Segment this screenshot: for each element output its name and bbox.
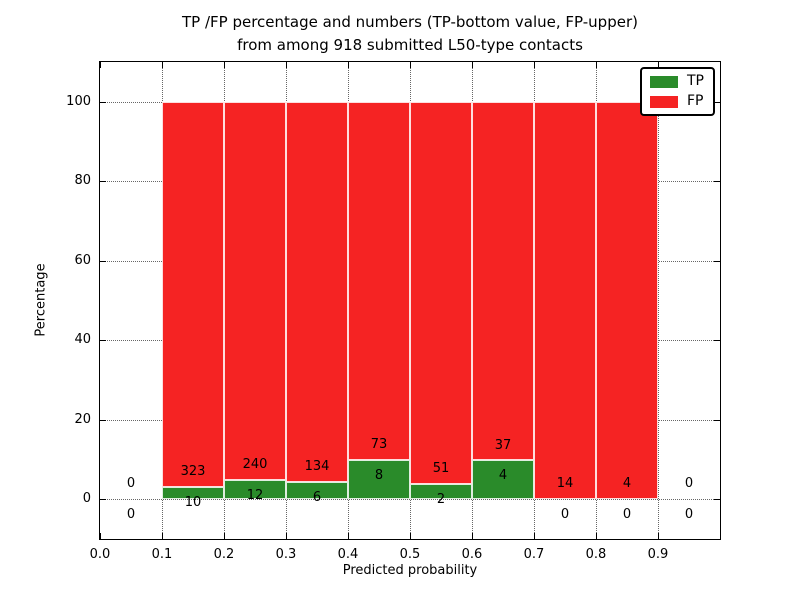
x-tick-bottom-0.8 <box>596 533 597 539</box>
bar-tp-0.5-0.6 <box>410 484 472 500</box>
x-tick-bottom-0.0 <box>100 533 101 539</box>
fp-count-label-0.1-0.2: 323 <box>180 464 206 480</box>
y-tick-label-100: 100 <box>66 93 91 109</box>
tp-color-swatch <box>650 75 678 88</box>
x-tick-label-0.4: 0.4 <box>337 547 359 562</box>
x-axis-label: Predicted probability <box>342 563 478 578</box>
bar-fp-0.4-0.5 <box>348 101 410 460</box>
tp-count-label-0.2-0.3: 12 <box>246 488 264 504</box>
chart-title: TP /FP percentage and numbers (TP-bottom… <box>100 11 720 56</box>
fp-count-label-0.8-0.9: 4 <box>622 476 632 492</box>
x-tick-top-0.0 <box>100 62 101 68</box>
y-tick-right-0 <box>714 499 720 501</box>
y-tick-label-20: 20 <box>74 411 91 427</box>
x-tick-label-0.7: 0.7 <box>523 547 545 562</box>
tp-count-label-0.7-0.8: 0 <box>560 507 570 523</box>
chart-title-line1: TP /FP percentage and numbers (TP-bottom… <box>182 13 638 31</box>
tp-count-label-0.1-0.2: 10 <box>184 495 202 511</box>
legend-item-fp: FP <box>650 94 704 109</box>
y-tick-label-60: 60 <box>74 252 91 268</box>
y-tick-right-100 <box>714 101 720 103</box>
bar-tp-0.2-0.3 <box>224 480 286 500</box>
y-tick-right-20 <box>714 419 720 421</box>
bar-fp-0.7-0.8 <box>534 101 596 500</box>
legend-label-tp: TP <box>687 73 704 89</box>
x-tick-label-0.3: 0.3 <box>275 547 297 562</box>
y-tick-left-60 <box>100 260 106 262</box>
y-tick-label-80: 80 <box>74 173 91 189</box>
x-tick-top-0.5 <box>410 62 411 68</box>
x-tick-label-0.6: 0.6 <box>461 547 483 562</box>
bar-fp-0.3-0.4 <box>286 101 348 483</box>
plot-area: 0 0 323 10 240 12 134 6 73 8 51 2 37 4 14 0 4 0 0 0 TP FP <box>99 61 721 540</box>
legend-item-tp: TP <box>650 74 704 89</box>
x-tick-label-0.1: 0.1 <box>151 547 173 562</box>
bar-tp-0.4-0.5 <box>348 459 410 500</box>
y-tick-right-80 <box>714 181 720 183</box>
x-tick-bottom-0.9 <box>658 533 659 539</box>
chart-title-line2: from among 918 submitted L50-type contac… <box>237 35 583 54</box>
tp-count-label-0.0-0.1: 0 <box>126 507 136 523</box>
fp-count-label-0.0-0.1: 0 <box>126 476 136 492</box>
x-tick-bottom-0.2 <box>224 533 225 539</box>
fp-count-label-0.9-1.0: 0 <box>684 476 694 492</box>
x-tick-label-0.8: 0.8 <box>585 547 607 562</box>
x-tick-bottom-0.1 <box>162 533 163 539</box>
y-tick-right-60 <box>714 260 720 262</box>
x-tick-top-0.4 <box>348 62 349 68</box>
y-tick-left-0 <box>100 499 106 501</box>
y-tick-left-20 <box>100 419 106 421</box>
x-tick-bottom-0.7 <box>534 533 535 539</box>
bar-tp-0.3-0.4 <box>286 482 348 500</box>
bar-tp-0.1-0.2 <box>162 487 224 500</box>
tp-count-label-0.4-0.5: 8 <box>374 467 384 483</box>
x-tick-label-0.2: 0.2 <box>213 547 235 562</box>
grid-line-y-0 <box>100 499 720 501</box>
x-tick-label-0.0: 0.0 <box>89 547 111 562</box>
y-tick-label-40: 40 <box>74 332 91 348</box>
x-tick-top-0.6 <box>472 62 473 68</box>
x-tick-top-0.9 <box>658 62 659 68</box>
bar-tp-0.6-0.7 <box>472 460 534 500</box>
x-tick-top-0.7 <box>534 62 535 68</box>
tp-count-label-0.8-0.9: 0 <box>622 507 632 523</box>
x-tick-top-0.1 <box>162 62 163 68</box>
x-tick-bottom-0.4 <box>348 533 349 539</box>
legend-label-fp: FP <box>687 93 704 109</box>
fp-count-label-0.6-0.7: 37 <box>494 437 512 453</box>
bar-fp-0.8-0.9 <box>596 101 658 500</box>
y-tick-left-100 <box>100 101 106 103</box>
grid-line-x-0.9 <box>658 62 659 539</box>
y-tick-left-40 <box>100 340 106 342</box>
y-tick-right-40 <box>714 340 720 342</box>
legend: TP FP <box>640 67 715 116</box>
tp-count-label-0.6-0.7: 4 <box>498 468 508 484</box>
bar-fp-0.1-0.2 <box>162 101 224 488</box>
bar-fp-0.2-0.3 <box>224 101 286 481</box>
y-tick-label-0: 0 <box>82 491 91 507</box>
fp-count-label-0.7-0.8: 14 <box>556 476 574 492</box>
tp-count-label-0.3-0.4: 6 <box>312 490 322 506</box>
fp-color-swatch <box>650 95 678 108</box>
y-tick-left-80 <box>100 181 106 183</box>
x-tick-bottom-0.6 <box>472 533 473 539</box>
fp-count-label-0.3-0.4: 134 <box>304 459 330 475</box>
fp-count-label-0.5-0.6: 51 <box>432 461 450 477</box>
x-tick-bottom-0.5 <box>410 533 411 539</box>
x-tick-bottom-0.3 <box>286 533 287 539</box>
tp-count-label-0.9-1.0: 0 <box>684 507 694 523</box>
x-tick-top-0.3 <box>286 62 287 68</box>
bar-fp-0.5-0.6 <box>410 101 472 485</box>
fp-count-label-0.2-0.3: 240 <box>242 457 268 473</box>
bar-fp-0.6-0.7 <box>472 101 534 461</box>
tp-count-label-0.5-0.6: 2 <box>436 492 446 508</box>
x-tick-label-0.9: 0.9 <box>647 547 669 562</box>
x-tick-label-0.5: 0.5 <box>399 547 421 562</box>
x-tick-top-0.8 <box>596 62 597 68</box>
y-axis-label: Percentage <box>33 263 49 337</box>
fp-count-label-0.4-0.5: 73 <box>370 437 388 453</box>
x-tick-top-0.2 <box>224 62 225 68</box>
